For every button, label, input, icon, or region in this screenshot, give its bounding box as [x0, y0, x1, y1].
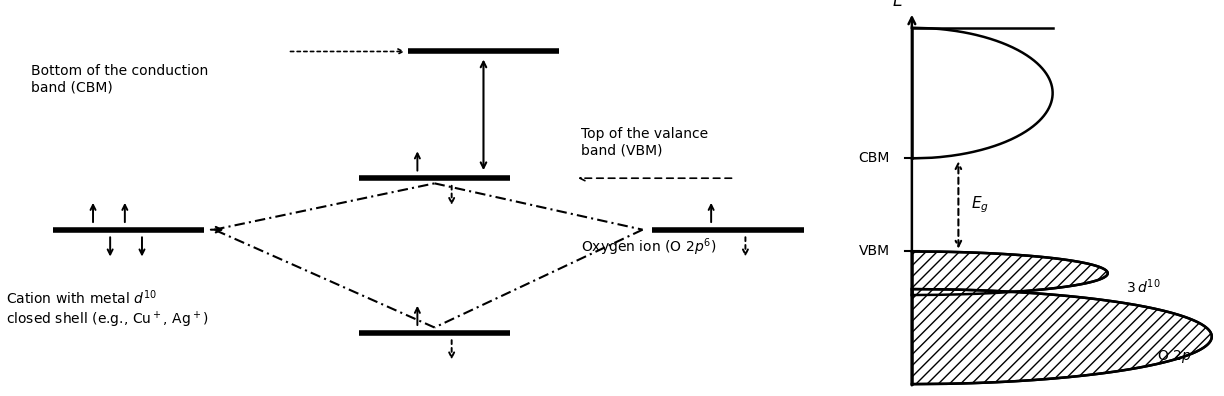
Text: $E$: $E$: [892, 0, 905, 10]
Polygon shape: [912, 251, 1108, 295]
Text: O $2p$: O $2p$: [1157, 348, 1191, 365]
Text: Top of the valance
band (VBM): Top of the valance band (VBM): [581, 128, 709, 158]
Polygon shape: [912, 289, 1212, 384]
Text: VBM: VBM: [859, 244, 890, 259]
Text: CBM: CBM: [858, 151, 890, 166]
Text: $3\,d^{10}$: $3\,d^{10}$: [1126, 278, 1160, 296]
Text: Oxygen ion (O $2p^6$): Oxygen ion (O $2p^6$): [581, 237, 716, 258]
Text: Cation with metal $d^{10}$
closed shell (e.g., Cu$^+$, Ag$^+$): Cation with metal $d^{10}$ closed shell …: [6, 288, 209, 330]
Text: Bottom of the conduction
band (CBM): Bottom of the conduction band (CBM): [31, 64, 208, 94]
Text: $E_g$: $E_g$: [971, 194, 989, 215]
